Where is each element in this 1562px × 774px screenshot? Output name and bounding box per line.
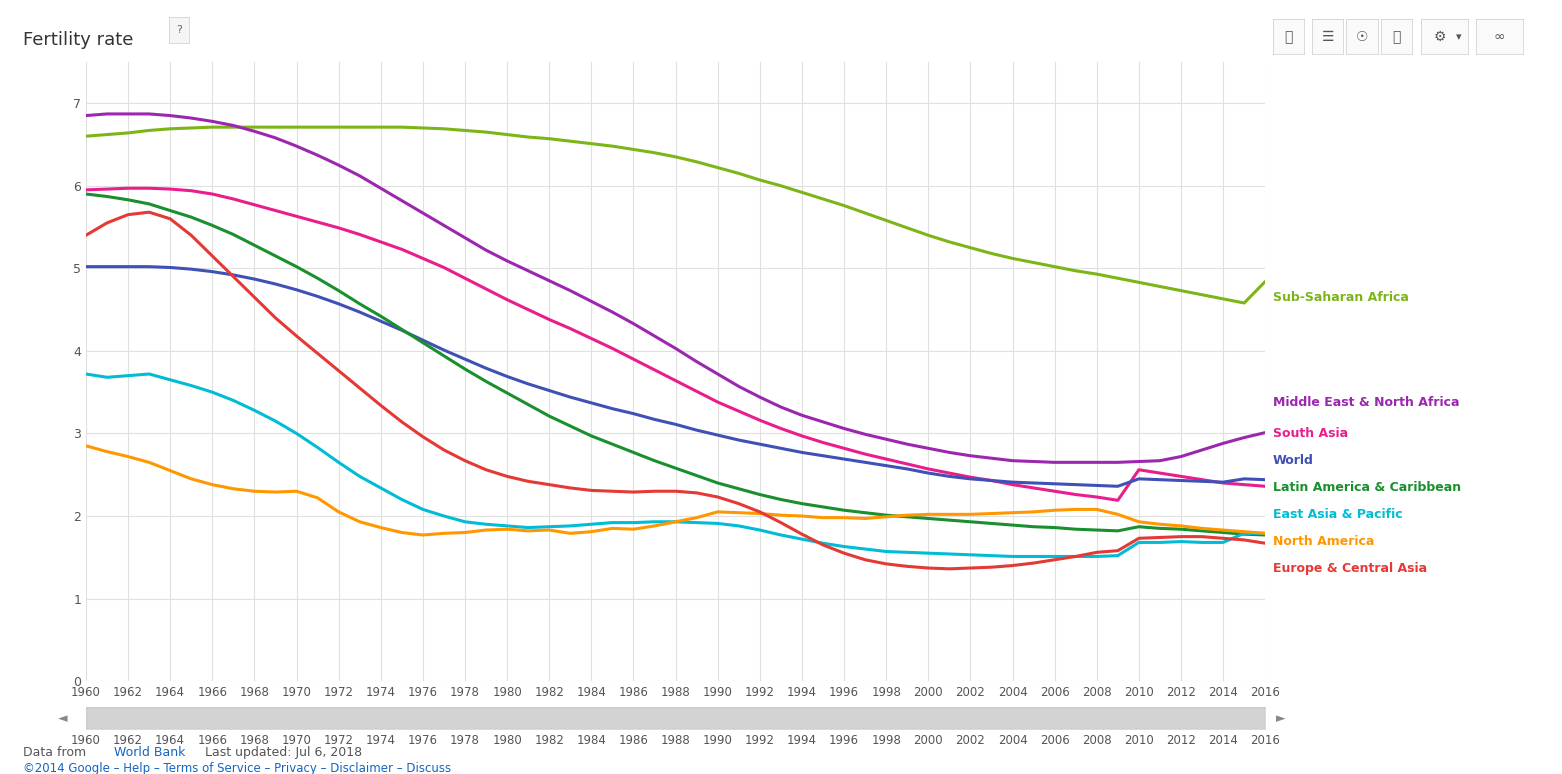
- Text: Sub-Saharan Africa: Sub-Saharan Africa: [1273, 292, 1409, 304]
- Text: Last updated: Jul 6, 2018: Last updated: Jul 6, 2018: [197, 746, 362, 759]
- Text: ⧉: ⧉: [1284, 29, 1293, 44]
- Text: ∞: ∞: [1493, 29, 1506, 44]
- Text: ?: ?: [177, 25, 181, 35]
- Text: South Asia: South Asia: [1273, 427, 1348, 440]
- Text: World Bank: World Bank: [114, 746, 186, 759]
- Text: ©2014 Google – Help – Terms of Service – Privacy – Disclaimer – Discuss: ©2014 Google – Help – Terms of Service –…: [23, 762, 451, 774]
- Text: Data from: Data from: [23, 746, 91, 759]
- Text: North America: North America: [1273, 536, 1375, 548]
- Text: Fertility rate: Fertility rate: [23, 31, 134, 49]
- Text: Middle East & North Africa: Middle East & North Africa: [1273, 396, 1459, 409]
- Text: Latin America & Caribbean: Latin America & Caribbean: [1273, 481, 1460, 494]
- Text: ☰: ☰: [1321, 29, 1334, 44]
- Text: ⚙: ⚙: [1434, 29, 1446, 44]
- Text: ☉: ☉: [1356, 29, 1368, 44]
- Text: ▾: ▾: [1456, 32, 1462, 42]
- Text: ◄: ◄: [58, 712, 67, 724]
- Text: ⧈: ⧈: [1392, 29, 1401, 44]
- Text: ►: ►: [1276, 712, 1286, 724]
- Text: Europe & Central Asia: Europe & Central Asia: [1273, 563, 1428, 575]
- Text: East Asia & Pacific: East Asia & Pacific: [1273, 509, 1403, 521]
- Text: World: World: [1273, 454, 1314, 467]
